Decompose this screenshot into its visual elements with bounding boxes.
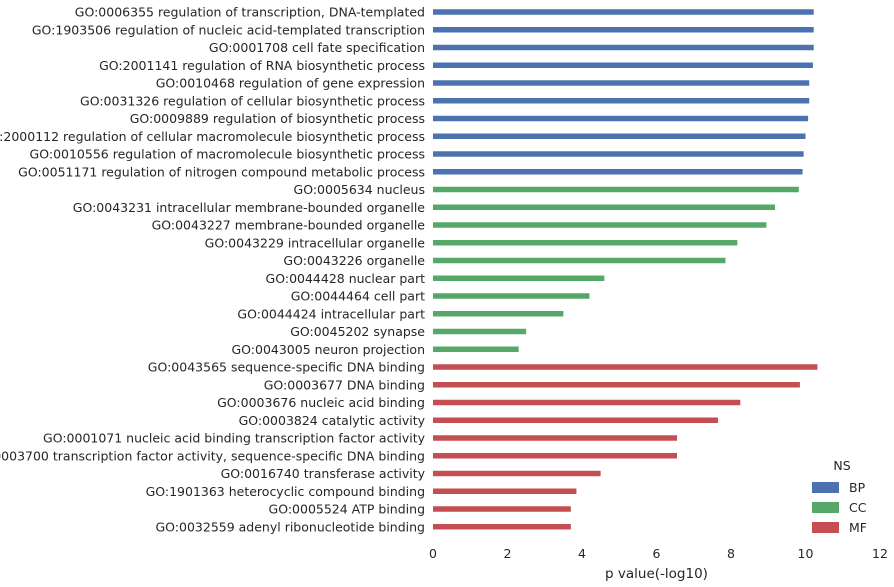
- bar-go-0016740: [433, 470, 601, 477]
- bar-go-1901363: [433, 488, 577, 494]
- category-label: GO:2001141 regulation of RNA biosyntheti…: [99, 58, 425, 73]
- bar-go-0044464: [433, 293, 590, 299]
- category-label: GO:0043005 neuron projection: [231, 342, 425, 357]
- x-axis-ticks: 0 2 4 6 8 10 12: [429, 546, 888, 561]
- legend-swatch-cc: [812, 502, 839, 513]
- bar-go-0031326: [433, 98, 810, 104]
- bar-go-0006355: [433, 9, 814, 15]
- bar-go-0010468: [433, 80, 810, 86]
- legend-label-bp: BP: [849, 480, 866, 495]
- category-label: GO:0043565 sequence-specific DNA binding: [148, 360, 425, 375]
- bar-go-0043227: [433, 222, 767, 228]
- category-label: GO:0010468 regulation of gene expression: [156, 76, 425, 91]
- category-label: GO:2000112 regulation of cellular macrom…: [0, 129, 425, 144]
- legend: NS BP CC MF: [812, 458, 867, 535]
- x-tick-label: 6: [653, 546, 661, 561]
- category-label: GO:0045202 synapse: [290, 324, 425, 339]
- bar-go-0032559: [433, 524, 571, 530]
- bars-layer: [433, 9, 818, 530]
- category-label: GO:0001071 nucleic acid binding transcri…: [43, 431, 426, 446]
- bar-go-0045202: [433, 328, 527, 335]
- category-label: GO:0032559 adenyl ribonucleotide binding: [155, 519, 425, 534]
- bar-go-0044424: [433, 311, 564, 317]
- category-label: GO:0043231 intracellular membrane-bounde…: [73, 200, 426, 215]
- category-label: GO:0016740 transferase activity: [221, 466, 426, 481]
- legend-swatch-mf: [812, 522, 839, 533]
- category-label: GO:0043227 membrane-bounded organelle: [152, 218, 426, 233]
- category-label: GO:0005524 ATP binding: [269, 502, 425, 517]
- x-axis-label: p value(-log10): [605, 566, 708, 582]
- x-tick-label: 2: [504, 546, 512, 561]
- category-label: GO:0044464 cell part: [291, 289, 425, 304]
- category-label: GO:1903506 regulation of nucleic acid-te…: [32, 22, 425, 37]
- bar-go-0003676: [433, 399, 741, 406]
- bar-go-0043565: [433, 364, 818, 370]
- bar-go-2001141: [433, 62, 813, 68]
- x-tick-label: 0: [429, 546, 437, 561]
- category-label: GO:0003677 DNA binding: [264, 377, 425, 392]
- bar-go-0003677: [433, 382, 800, 388]
- category-label: GO:0006355 regulation of transcription, …: [75, 5, 425, 20]
- legend-swatch-bp: [812, 482, 839, 493]
- bar-go-0043005: [433, 346, 519, 352]
- x-tick-label: 10: [798, 546, 814, 561]
- category-label: GO:0010556 regulation of macromolecule b…: [30, 147, 425, 162]
- legend-title: NS: [833, 458, 850, 473]
- legend-label-cc: CC: [849, 500, 867, 515]
- category-label: GO:0005634 nucleus: [294, 182, 425, 197]
- bar-go-0044428: [433, 275, 605, 281]
- bar-go-0005524: [433, 506, 571, 512]
- bar-go-0010556: [433, 151, 804, 157]
- category-label: GO:0001708 cell fate specification: [209, 40, 425, 55]
- category-label: GO:0003824 catalytic activity: [239, 413, 426, 428]
- category-label: GO:0051171 regulation of nitrogen compou…: [18, 164, 425, 179]
- x-tick-label: 12: [872, 546, 888, 561]
- x-tick-label: 4: [578, 546, 586, 561]
- category-label: GO:0003700 transcription factor activity…: [0, 448, 425, 463]
- bar-go-0003700: [433, 453, 677, 459]
- bar-go-0043231: [433, 204, 775, 210]
- category-label: GO:0044424 intracellular part: [237, 306, 425, 321]
- bar-go-0051171: [433, 169, 803, 175]
- category-label: GO:0031326 regulation of cellular biosyn…: [80, 93, 425, 108]
- bar-go-2000112: [433, 133, 806, 139]
- category-label: GO:0003676 nucleic acid binding: [217, 395, 425, 410]
- category-label: GO:0043226 organelle: [283, 253, 425, 268]
- category-label: GO:0044428 nuclear part: [266, 271, 426, 286]
- bar-go-0003824: [433, 417, 718, 423]
- bar-go-0001071: [433, 435, 677, 441]
- bar-go-1903506: [433, 27, 814, 33]
- bar-go-0043226: [433, 257, 726, 264]
- category-label: GO:0043229 intracellular organelle: [205, 235, 426, 250]
- legend-label-mf: MF: [849, 520, 867, 535]
- category-label: GO:0009889 regulation of biosynthetic pr…: [130, 111, 425, 126]
- bar-go-0001708: [433, 44, 814, 51]
- category-label: GO:1901363 heterocyclic compound binding: [146, 484, 425, 499]
- bar-go-0009889: [433, 115, 809, 122]
- x-tick-label: 8: [727, 546, 735, 561]
- bar-go-0043229: [433, 240, 738, 246]
- bar-go-0005634: [433, 186, 799, 193]
- category-labels: GO:0006355 regulation of transcription, …: [0, 5, 426, 535]
